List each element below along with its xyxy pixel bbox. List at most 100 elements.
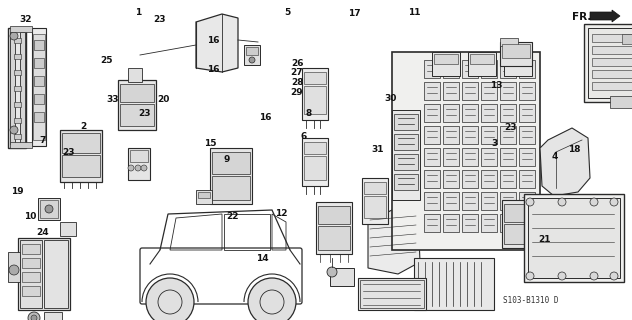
- Bar: [304, 72, 326, 84]
- Bar: [14, 102, 21, 107]
- Circle shape: [526, 272, 534, 280]
- Bar: [506, 54, 530, 64]
- Bar: [414, 258, 494, 310]
- Bar: [120, 84, 154, 102]
- Circle shape: [590, 198, 598, 206]
- Bar: [443, 214, 459, 232]
- Bar: [592, 46, 632, 54]
- Text: S103-B1310 D: S103-B1310 D: [503, 296, 559, 305]
- Text: 16: 16: [207, 36, 220, 45]
- Bar: [44, 240, 68, 308]
- Text: 28: 28: [291, 78, 303, 87]
- Bar: [424, 214, 440, 232]
- Bar: [14, 86, 21, 91]
- Bar: [10, 142, 32, 148]
- Bar: [524, 194, 624, 282]
- Circle shape: [45, 205, 53, 213]
- Bar: [500, 82, 516, 100]
- Bar: [502, 44, 530, 58]
- Bar: [246, 47, 258, 55]
- Circle shape: [146, 278, 194, 320]
- Bar: [622, 34, 632, 44]
- Bar: [519, 104, 535, 122]
- Bar: [130, 150, 148, 162]
- Bar: [481, 126, 497, 144]
- Bar: [500, 60, 516, 78]
- Polygon shape: [196, 14, 238, 72]
- Bar: [22, 272, 40, 282]
- Bar: [302, 68, 328, 120]
- Text: 9: 9: [223, 155, 229, 164]
- Bar: [519, 214, 535, 232]
- Bar: [588, 28, 632, 98]
- Bar: [500, 126, 516, 144]
- Text: 23: 23: [62, 148, 75, 157]
- Bar: [60, 222, 76, 236]
- Text: 30: 30: [384, 94, 397, 103]
- Bar: [462, 126, 478, 144]
- Circle shape: [135, 165, 141, 171]
- Bar: [432, 52, 460, 76]
- Circle shape: [9, 265, 19, 275]
- Text: 20: 20: [157, 95, 169, 104]
- Bar: [424, 82, 440, 100]
- Circle shape: [128, 165, 134, 171]
- Circle shape: [403, 158, 409, 164]
- Bar: [468, 52, 496, 76]
- Text: 13: 13: [490, 81, 502, 90]
- Text: 3: 3: [491, 139, 497, 148]
- Bar: [318, 226, 350, 250]
- Bar: [22, 244, 40, 254]
- Bar: [38, 198, 60, 220]
- Bar: [33, 34, 45, 140]
- Bar: [528, 198, 620, 278]
- Bar: [14, 38, 21, 43]
- Bar: [519, 170, 535, 188]
- Bar: [120, 104, 154, 126]
- Text: 25: 25: [100, 56, 112, 65]
- Bar: [481, 214, 497, 232]
- Text: 32: 32: [19, 15, 32, 24]
- Circle shape: [249, 57, 255, 63]
- Text: 5: 5: [284, 8, 291, 17]
- Bar: [20, 32, 25, 144]
- Text: 4: 4: [552, 152, 558, 161]
- Text: 8: 8: [305, 109, 312, 118]
- Bar: [500, 148, 516, 166]
- Bar: [443, 82, 459, 100]
- Text: 22: 22: [226, 212, 239, 221]
- Text: 1: 1: [135, 8, 141, 17]
- Bar: [210, 148, 252, 204]
- Bar: [443, 104, 459, 122]
- Text: 23: 23: [153, 15, 166, 24]
- Bar: [364, 182, 386, 194]
- Bar: [584, 24, 632, 102]
- Polygon shape: [590, 10, 620, 22]
- Bar: [22, 286, 40, 296]
- Bar: [481, 192, 497, 210]
- Bar: [519, 126, 535, 144]
- Bar: [362, 178, 388, 224]
- Bar: [462, 104, 478, 122]
- Bar: [481, 104, 497, 122]
- Circle shape: [610, 272, 618, 280]
- Bar: [394, 114, 418, 130]
- Text: 2: 2: [80, 122, 87, 131]
- Bar: [128, 68, 142, 82]
- Circle shape: [327, 267, 337, 277]
- Bar: [481, 82, 497, 100]
- Circle shape: [610, 198, 618, 206]
- Bar: [316, 202, 352, 254]
- Bar: [44, 312, 62, 320]
- Text: 7: 7: [40, 136, 46, 145]
- Bar: [212, 152, 250, 174]
- Circle shape: [558, 272, 566, 280]
- Bar: [504, 52, 532, 76]
- Bar: [443, 148, 459, 166]
- Bar: [500, 38, 518, 46]
- Bar: [481, 170, 497, 188]
- Text: 11: 11: [408, 8, 420, 17]
- Bar: [304, 142, 326, 154]
- Bar: [62, 133, 100, 153]
- Bar: [462, 82, 478, 100]
